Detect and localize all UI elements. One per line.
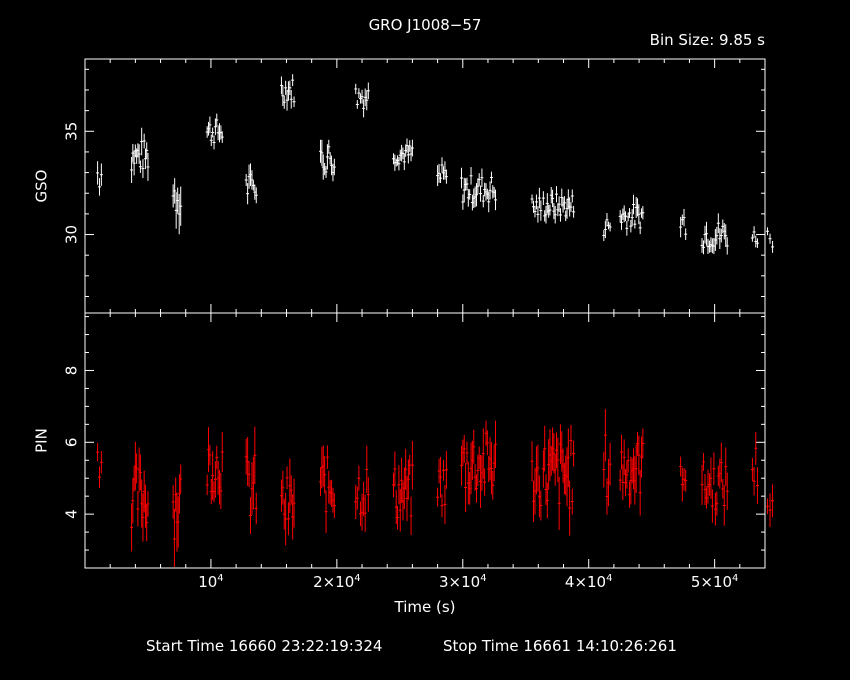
x-tick-labels: 104 2×104 3×104 4×104 5×104 xyxy=(198,573,738,591)
x-tick-label: 5×104 xyxy=(691,573,739,591)
stop-time-label: Stop Time 16661 14:10:26:261 xyxy=(443,637,677,655)
y-tick-label: 4 xyxy=(63,509,81,519)
y-tick-label: 8 xyxy=(63,366,81,376)
y-axis-label: PIN xyxy=(33,428,51,453)
data-points xyxy=(96,74,775,255)
panel-frame xyxy=(84,58,766,314)
panel-frame xyxy=(84,312,766,569)
data-points xyxy=(96,408,775,567)
pin-panel: 4 6 8 PIN xyxy=(33,312,775,569)
y-tick-label: 35 xyxy=(63,122,81,141)
gso-panel: 30 35 GSO xyxy=(33,58,775,314)
y-tick-label: 30 xyxy=(63,225,81,244)
start-time-label: Start Time 16660 23:22:19:324 xyxy=(146,637,382,655)
chart-title: GRO J1008−57 xyxy=(369,16,482,34)
x-tick-label: 2×104 xyxy=(313,573,361,591)
x-tick-label: 3×104 xyxy=(439,573,487,591)
bin-size-label: Bin Size: 9.85 s xyxy=(650,31,766,49)
x-axis-label: Time (s) xyxy=(394,598,456,616)
x-tick-label: 4×104 xyxy=(565,573,613,591)
y-axis-label: GSO xyxy=(33,170,51,203)
x-tick-label: 104 xyxy=(198,573,223,591)
y-tick-label: 6 xyxy=(63,438,81,448)
